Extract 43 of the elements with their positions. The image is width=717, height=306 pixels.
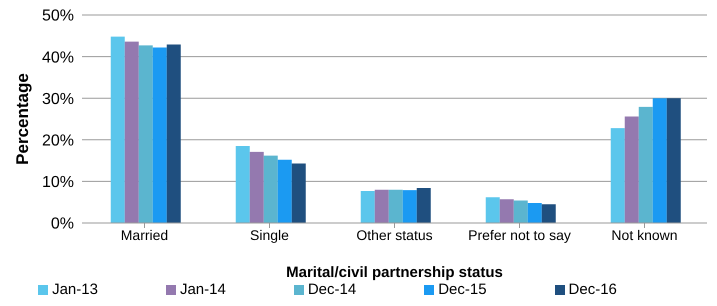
bar: [360, 190, 375, 223]
legend-label: Dec-15: [438, 281, 487, 298]
bar: [166, 44, 181, 223]
y-tick-label: 40%: [42, 49, 74, 66]
bar: [292, 164, 306, 223]
bar: [610, 128, 625, 223]
legend-label: Dec-14: [308, 281, 356, 298]
bar: [110, 36, 125, 223]
bar: [652, 98, 667, 223]
bar: [138, 45, 153, 223]
bar: [500, 199, 514, 223]
y-tick-label: 20%: [42, 132, 74, 150]
bar: [514, 200, 528, 223]
legend-label: Dec-16: [568, 281, 617, 298]
y-tick-label: 30%: [42, 90, 74, 108]
x-tick-label: Prefer not to say: [468, 226, 571, 243]
bar: [416, 188, 431, 223]
bar: [402, 190, 417, 223]
x-tick-label: Not known: [611, 226, 678, 243]
y-tick-label: 50%: [42, 8, 74, 25]
bar: [666, 98, 681, 223]
y-tick-label: 10%: [42, 174, 74, 192]
bar: [152, 47, 167, 223]
y-axis-title: Percentage: [13, 73, 32, 165]
bar: [542, 204, 556, 223]
bar: [374, 190, 389, 223]
bar: [236, 146, 250, 223]
y-tick-label: 0%: [50, 216, 74, 233]
bar: [624, 116, 639, 223]
legend-label: Jan-13: [52, 281, 98, 298]
bar: [264, 156, 278, 223]
legend-label: Jan-14: [180, 281, 226, 298]
x-tick-label: Other status: [356, 226, 433, 243]
bar: [486, 197, 500, 223]
bar: [278, 160, 292, 223]
bar: [638, 106, 653, 223]
bar: [388, 190, 403, 223]
bar: [250, 152, 264, 223]
x-tick-label: Married: [120, 226, 168, 243]
x-axis-title: Marital/civil partnership status: [286, 264, 503, 281]
bar: [124, 42, 139, 223]
x-tick-label: Single: [250, 226, 290, 243]
bar: [528, 203, 542, 223]
